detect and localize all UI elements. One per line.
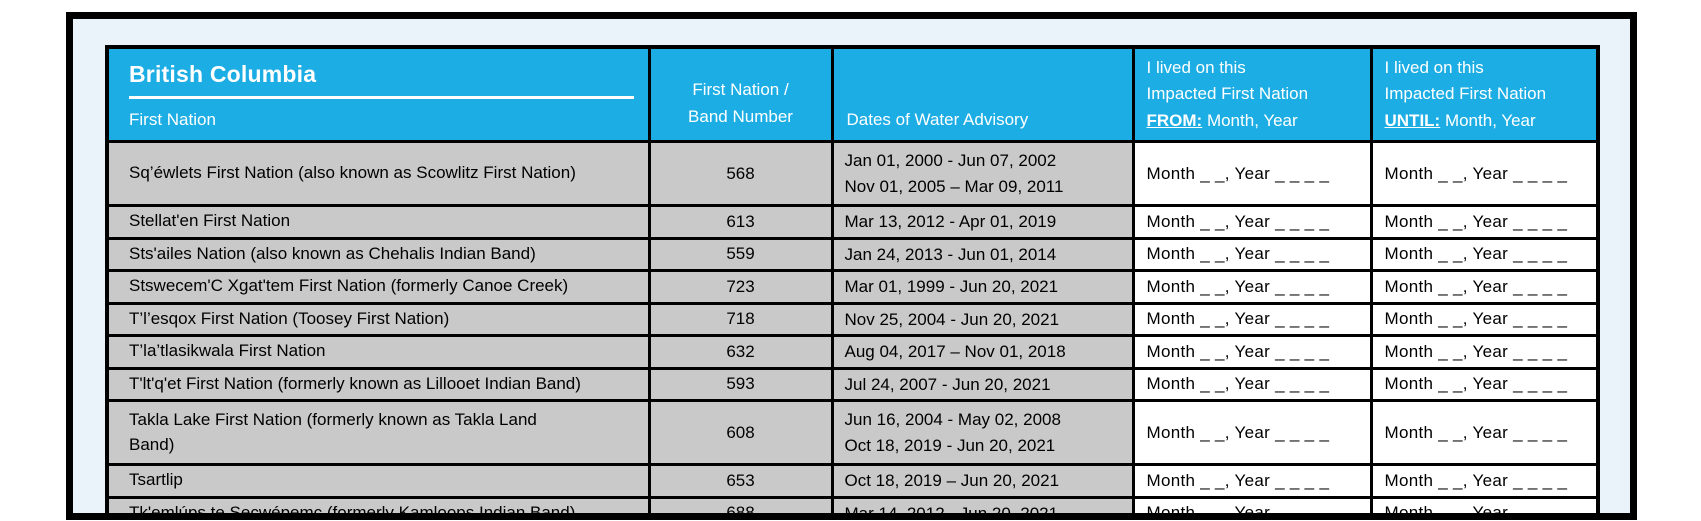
region-header-cell: British Columbia First Nation bbox=[105, 45, 651, 144]
first-nation-name: T’la’tlasikwala First Nation bbox=[105, 334, 651, 370]
until-entry-field[interactable]: Month _ _, Year _ _ _ _ bbox=[1369, 301, 1600, 338]
until-entry-field[interactable]: Month _ _, Year _ _ _ _ bbox=[1369, 463, 1600, 499]
band-number: 632 bbox=[647, 334, 834, 370]
from-entry-field[interactable]: Month _ _, Year _ _ _ _ bbox=[1131, 236, 1373, 273]
advisory-date-range: Nov 25, 2004 - Jun 20, 2021 bbox=[844, 309, 1060, 329]
first-nation-name: Sts'ailes Nation (also known as Chehalis… bbox=[105, 236, 651, 273]
from-entry-field[interactable]: Month _ _, Year _ _ _ _ bbox=[1131, 399, 1373, 467]
dates-column-header: Dates of Water Advisory bbox=[846, 110, 1029, 130]
first-nation-name: Stellat'en First Nation bbox=[105, 204, 651, 240]
table-row: Stswecem'C Xgat'tem First Nation (former… bbox=[105, 269, 1600, 305]
advisory-dates: Aug 04, 2017 – Nov 01, 2018 bbox=[830, 334, 1135, 370]
first-nation-name: Takla Lake First Nation (formerly known … bbox=[105, 399, 651, 467]
first-nation-column-header: First Nation bbox=[129, 110, 216, 129]
advisory-dates: Oct 18, 2019 – Jun 20, 2021 bbox=[830, 463, 1135, 499]
until-entry-field[interactable]: Month _ _, Year _ _ _ _ bbox=[1369, 269, 1600, 305]
first-nation-name: Tk'emlúps te Secwépemc (formerly Kamloop… bbox=[105, 495, 651, 513]
advisory-dates: Jun 16, 2004 - May 02, 2008 Oct 18, 2019… bbox=[830, 399, 1135, 467]
table-row: Stellat'en First Nation 613 Mar 13, 2012… bbox=[105, 204, 1600, 240]
dates-header-cell: Dates of Water Advisory bbox=[830, 45, 1135, 144]
first-nation-name: T'lt'q'et First Nation (formerly known a… bbox=[105, 366, 651, 403]
from-entry-field[interactable]: Month _ _, Year _ _ _ _ bbox=[1131, 366, 1373, 403]
from-entry-field[interactable]: Month _ _, Year _ _ _ _ bbox=[1131, 495, 1373, 513]
until-entry-field[interactable]: Month _ _, Year _ _ _ _ bbox=[1369, 495, 1600, 513]
region-title: British Columbia bbox=[129, 61, 317, 87]
table-row: Takla Lake First Nation (formerly known … bbox=[105, 399, 1600, 467]
band-number-header-cell: First Nation / Band Number bbox=[647, 45, 834, 144]
band-number: 613 bbox=[647, 204, 834, 240]
advisory-dates: Mar 01, 1999 - Jun 20, 2021 bbox=[830, 269, 1135, 305]
advisory-date-range: Oct 18, 2019 - Jun 20, 2021 bbox=[844, 435, 1056, 455]
from-entry-field[interactable]: Month _ _, Year _ _ _ _ bbox=[1131, 204, 1373, 240]
advisory-date-range: Aug 04, 2017 – Nov 01, 2018 bbox=[844, 342, 1066, 362]
header-divider bbox=[129, 96, 634, 99]
until-keyword: UNTIL: bbox=[1384, 110, 1441, 130]
table-row: Sq’éwlets First Nation (also known as Sc… bbox=[105, 140, 1600, 208]
until-entry-field[interactable]: Month _ _, Year _ _ _ _ bbox=[1369, 236, 1600, 273]
until-entry-field[interactable]: Month _ _, Year _ _ _ _ bbox=[1369, 399, 1600, 467]
advisory-date-range: Mar 13, 2012 - Apr 01, 2019 bbox=[844, 212, 1057, 232]
first-nation-name: T’l’esqox First Nation (Toosey First Nat… bbox=[105, 301, 651, 338]
from-entry-field[interactable]: Month _ _, Year _ _ _ _ bbox=[1131, 301, 1373, 338]
advisory-dates: Mar 13, 2012 - Apr 01, 2019 bbox=[830, 204, 1135, 240]
first-nation-name: Sq’éwlets First Nation (also known as Sc… bbox=[105, 140, 651, 208]
band-number: 568 bbox=[647, 140, 834, 208]
band-number: 559 bbox=[647, 236, 834, 273]
table-row: T'lt'q'et First Nation (formerly known a… bbox=[105, 366, 1600, 403]
band-number: 718 bbox=[647, 301, 834, 338]
until-entry-field[interactable]: Month _ _, Year _ _ _ _ bbox=[1369, 140, 1600, 208]
band-number: 723 bbox=[647, 269, 834, 305]
advisory-dates: Jul 24, 2007 - Jun 20, 2021 bbox=[830, 366, 1135, 403]
from-entry-field[interactable]: Month _ _, Year _ _ _ _ bbox=[1131, 140, 1373, 208]
lived-until-column-header: I lived on this Impacted First Nation UN… bbox=[1384, 58, 1547, 130]
advisory-dates: Jan 24, 2013 - Jun 01, 2014 bbox=[830, 236, 1135, 273]
from-entry-field[interactable]: Month _ _, Year _ _ _ _ bbox=[1131, 463, 1373, 499]
table-row: T’la’tlasikwala First Nation 632 Aug 04,… bbox=[105, 334, 1600, 370]
advisory-date-range: Mar 01, 1999 - Jun 20, 2021 bbox=[844, 277, 1059, 297]
header-row: British Columbia First Nation First Nati… bbox=[105, 45, 1600, 144]
advisory-date-range: Nov 01, 2005 – Mar 09, 2011 bbox=[844, 176, 1064, 196]
lived-from-column-header: I lived on this Impacted First Nation FR… bbox=[1146, 58, 1309, 130]
until-entry-field[interactable]: Month _ _, Year _ _ _ _ bbox=[1369, 366, 1600, 403]
advisory-dates: Nov 25, 2004 - Jun 20, 2021 bbox=[830, 301, 1135, 338]
until-entry-field[interactable]: Month _ _, Year _ _ _ _ bbox=[1369, 204, 1600, 240]
advisory-date-range: Jul 24, 2007 - Jun 20, 2021 bbox=[844, 374, 1051, 394]
water-advisory-table: British Columbia First Nation First Nati… bbox=[105, 45, 1600, 520]
from-entry-field[interactable]: Month _ _, Year _ _ _ _ bbox=[1131, 334, 1373, 370]
first-nation-name: Tsartlip bbox=[105, 463, 651, 499]
table-row: Tk'emlúps te Secwépemc (formerly Kamloop… bbox=[105, 495, 1600, 520]
advisory-dates: Mar 14, 2012 - Jun 20, 2021 bbox=[830, 495, 1135, 520]
band-number: 608 bbox=[647, 399, 834, 467]
advisory-dates: Jan 01, 2000 - Jun 07, 2002 Nov 01, 2005… bbox=[830, 140, 1135, 208]
advisory-date-range: Jan 01, 2000 - Jun 07, 2002 bbox=[844, 151, 1057, 171]
lived-until-header-cell: I lived on this Impacted First Nation UN… bbox=[1369, 45, 1600, 144]
band-number-column-header: First Nation / Band Number bbox=[688, 80, 793, 126]
band-number: 593 bbox=[647, 366, 834, 403]
from-entry-field[interactable]: Month _ _, Year _ _ _ _ bbox=[1131, 269, 1373, 305]
until-entry-field[interactable]: Month _ _, Year _ _ _ _ bbox=[1369, 334, 1600, 370]
band-number: 688 bbox=[647, 495, 834, 513]
table-row: Tsartlip 653 Oct 18, 2019 – Jun 20, 2021… bbox=[105, 463, 1600, 499]
band-number: 653 bbox=[647, 463, 834, 499]
advisory-date-range: Oct 18, 2019 – Jun 20, 2021 bbox=[844, 471, 1060, 491]
table-row: Sts'ailes Nation (also known as Chehalis… bbox=[105, 236, 1600, 273]
document-frame: British Columbia First Nation First Nati… bbox=[66, 12, 1637, 520]
from-keyword: FROM: bbox=[1146, 110, 1203, 130]
first-nation-name: Stswecem'C Xgat'tem First Nation (former… bbox=[105, 269, 651, 305]
table-row: T’l’esqox First Nation (Toosey First Nat… bbox=[105, 301, 1600, 338]
advisory-date-range: Jun 16, 2004 - May 02, 2008 bbox=[844, 410, 1061, 430]
lived-from-header-cell: I lived on this Impacted First Nation FR… bbox=[1131, 45, 1373, 144]
advisory-date-range: Jan 24, 2013 - Jun 01, 2014 bbox=[844, 244, 1057, 264]
advisory-date-range: Mar 14, 2012 - Jun 20, 2021 bbox=[844, 503, 1059, 520]
